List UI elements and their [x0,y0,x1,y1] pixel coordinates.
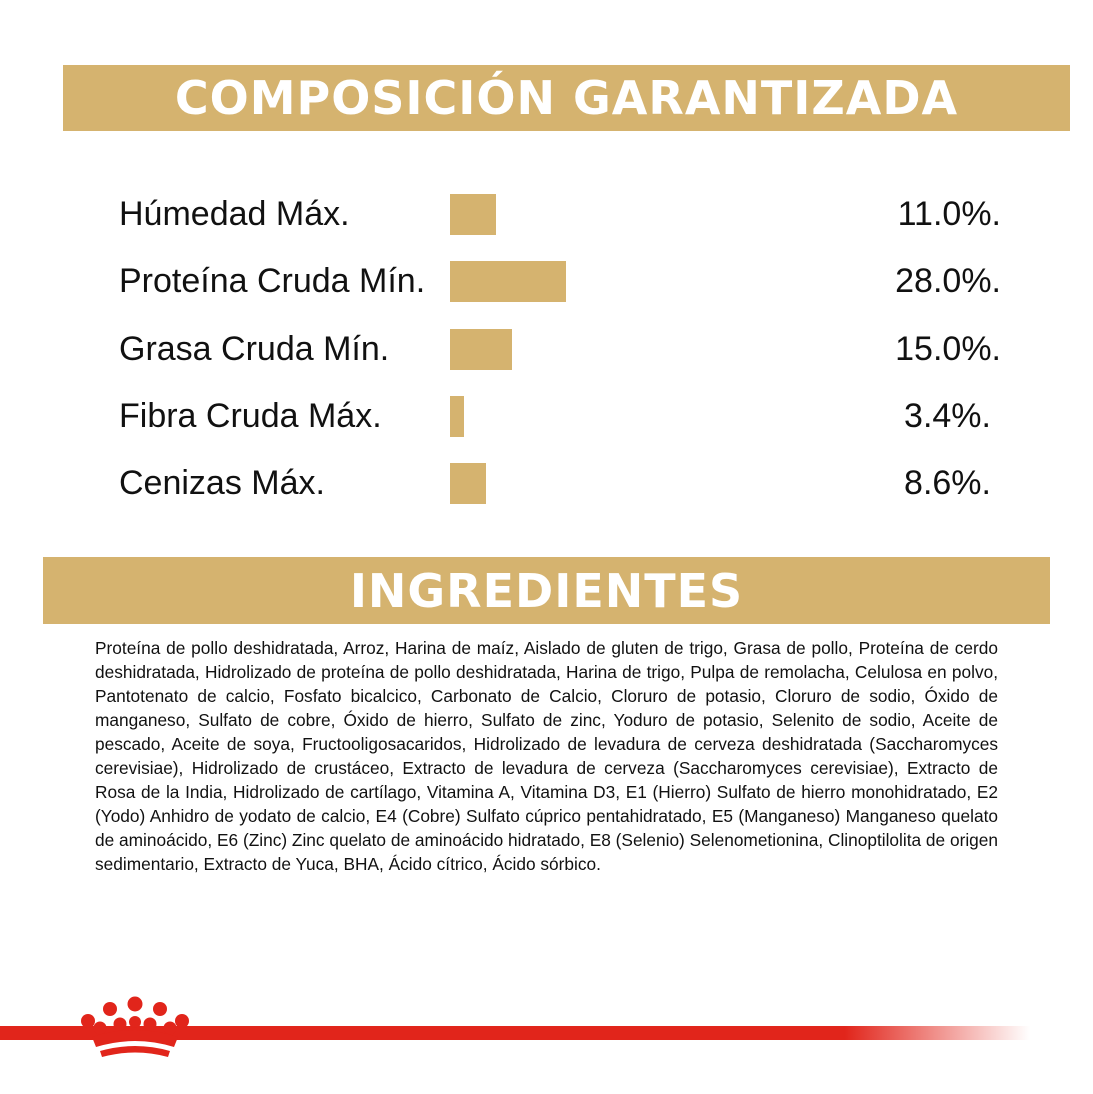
composition-row-fibra: Fibra Cruda Máx. 3.4%. [0,391,1093,441]
composition-title: COMPOSICIÓN GARANTIZADA [174,71,959,125]
row-bar [450,261,566,302]
ingredients-banner: INGREDIENTES [43,557,1050,624]
row-label: Fibra Cruda Máx. [119,397,382,435]
composition-row-proteina: Proteína Cruda Mín. 28.0%. [0,256,1093,306]
composition-row-humedad: Húmedad Máx. 11.0%. [0,189,1093,239]
composition-row-grasa: Grasa Cruda Mín. 15.0%. [0,324,1093,374]
row-value: 11.0%. [897,195,1001,233]
row-value: 3.4%. [904,397,991,435]
ingredients-title: INGREDIENTES [349,563,744,618]
composition-banner: COMPOSICIÓN GARANTIZADA [63,65,1070,131]
row-label: Proteína Cruda Mín. [119,262,426,300]
ingredients-text: Proteína de pollo deshidratada, Arroz, H… [95,638,998,874]
row-label: Húmedad Máx. [119,195,350,233]
row-value: 8.6%. [904,464,991,502]
row-value: 15.0%. [895,330,1001,368]
row-label: Cenizas Máx. [119,464,325,502]
row-value: 28.0%. [895,262,1001,300]
footer-red-line [0,1026,1030,1040]
row-bar [450,396,464,437]
row-bar [450,329,512,370]
composition-row-cenizas: Cenizas Máx. 8.6%. [0,458,1093,508]
row-bar [450,463,486,504]
row-label: Grasa Cruda Mín. [119,330,390,368]
row-bar [450,194,496,235]
royal-crown-icon [81,996,189,1057]
